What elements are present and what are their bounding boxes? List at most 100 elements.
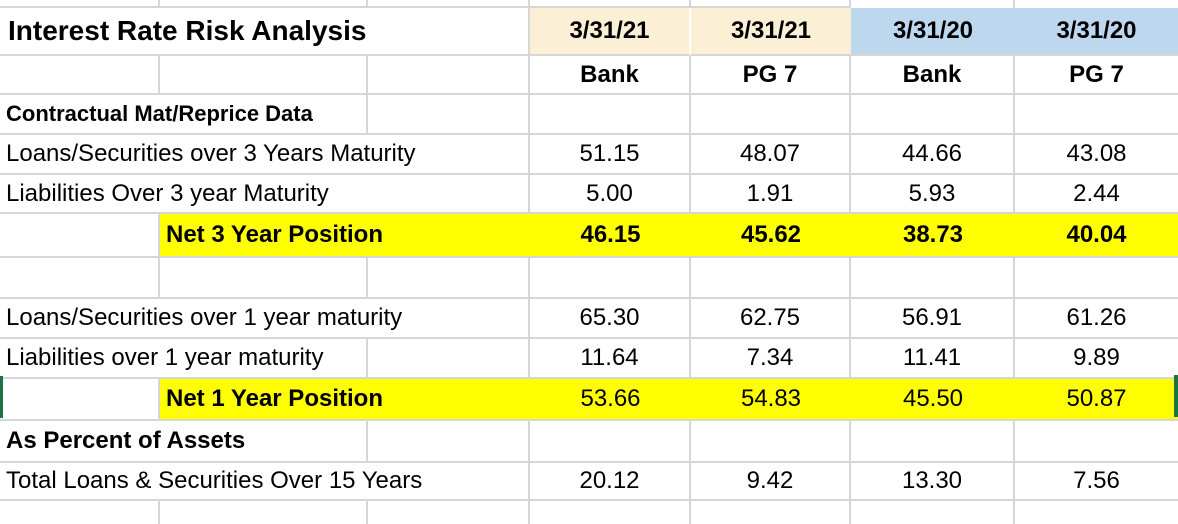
cell-date-2020-bank[interactable]: 3/31/20: [851, 8, 1015, 56]
cell-empty[interactable]: [368, 258, 530, 299]
cell-value[interactable]: 7.56: [1015, 463, 1178, 501]
cell-empty[interactable]: [851, 501, 1015, 524]
cell-net-3yr[interactable]: Net 3 Year Position 46.15 45.62 38.73 40…: [160, 214, 1178, 258]
cell-empty[interactable]: [368, 339, 530, 379]
cell-value[interactable]: 53.66: [530, 379, 691, 419]
cell-value[interactable]: 46.15: [530, 214, 691, 256]
row-label-net-1yr: Net 1 Year Position: [160, 379, 530, 419]
cell-empty[interactable]: [691, 258, 851, 299]
cell-value[interactable]: 54.83: [691, 379, 851, 419]
value: 11.41: [902, 344, 962, 371]
cell-net-1yr[interactable]: Net 1 Year Position 53.66 54.83 45.50 50…: [160, 379, 1178, 421]
cell-value[interactable]: 5.93: [851, 175, 1015, 214]
cell-value[interactable]: 11.64: [530, 339, 691, 379]
row-label: Liabilities over 1 year maturity: [6, 344, 324, 371]
cell-value[interactable]: 45.50: [851, 379, 1015, 419]
date-label: 3/31/21: [730, 17, 812, 44]
cell-section-percent-assets[interactable]: As Percent of Assets: [0, 421, 368, 463]
cell-empty[interactable]: [0, 379, 160, 421]
cell-value[interactable]: 1.91: [691, 175, 851, 214]
cell-label-total-15yr[interactable]: Total Loans & Securities Over 15 Years: [0, 463, 530, 501]
cell-empty[interactable]: [160, 501, 368, 524]
cell-empty[interactable]: [691, 0, 851, 8]
cell-empty[interactable]: [0, 258, 160, 299]
cell-value[interactable]: 38.73: [851, 214, 1015, 256]
cell-empty[interactable]: [1015, 95, 1178, 135]
cell-empty[interactable]: [851, 258, 1015, 299]
cell-empty[interactable]: [1015, 421, 1178, 463]
table-row: [0, 501, 1178, 524]
cell-value[interactable]: 51.15: [530, 135, 691, 175]
cell-section-contractual[interactable]: Contractual Mat/Reprice Data: [0, 95, 368, 135]
cell-empty[interactable]: [368, 95, 530, 135]
cell-empty[interactable]: [0, 214, 160, 258]
cell-entity-pg7-2021[interactable]: PG 7: [691, 56, 851, 95]
cell-entity-bank-2020[interactable]: Bank: [851, 56, 1015, 95]
cell-empty[interactable]: [368, 56, 530, 95]
cell-value[interactable]: 44.66: [851, 135, 1015, 175]
cell-empty[interactable]: [160, 258, 368, 299]
cell-value[interactable]: 40.04: [1015, 214, 1178, 256]
cell-value[interactable]: 65.30: [530, 299, 691, 339]
cell-value[interactable]: 50.87: [1015, 379, 1178, 419]
cell-empty[interactable]: [1015, 258, 1178, 299]
cell-empty[interactable]: [0, 0, 160, 8]
cell-label-loans-3yr[interactable]: Loans/Securities over 3 Years Maturity: [0, 135, 530, 175]
cell-value[interactable]: 43.08: [1015, 135, 1178, 175]
cell-empty[interactable]: [1015, 0, 1178, 8]
value: 44.66: [901, 140, 963, 167]
cell-empty[interactable]: [691, 501, 851, 524]
value: 5.00: [586, 179, 633, 207]
cell-date-2021-pg7[interactable]: 3/31/21: [691, 8, 851, 56]
cell-empty[interactable]: [368, 501, 530, 524]
cell-label-loans-1yr[interactable]: Loans/Securities over 1 year maturity: [0, 299, 530, 339]
cell-value[interactable]: 13.30: [851, 463, 1015, 501]
cell-value[interactable]: 9.42: [691, 463, 851, 501]
cell-label-liab-1yr[interactable]: Liabilities over 1 year maturity: [0, 339, 368, 379]
cell-date-2021-bank[interactable]: 3/31/21: [530, 8, 691, 56]
cell-empty[interactable]: [530, 421, 691, 463]
cell-value[interactable]: 48.07: [691, 135, 851, 175]
cell-empty[interactable]: [368, 0, 530, 8]
date-label: 3/31/20: [1056, 17, 1137, 44]
cell-empty[interactable]: [851, 0, 1015, 8]
cell-entity-bank-2021[interactable]: Bank: [530, 56, 691, 95]
cell-label-liab-3yr[interactable]: Liabilities Over 3 year Maturity: [0, 175, 530, 214]
cell-value[interactable]: 7.34: [691, 339, 851, 379]
cell-value[interactable]: 9.89: [1015, 339, 1178, 379]
cell-empty[interactable]: [160, 0, 368, 8]
cell-value[interactable]: 56.91: [851, 299, 1015, 339]
cell-entity-pg7-2020[interactable]: PG 7: [1015, 56, 1178, 95]
page-title-cell[interactable]: Interest Rate Risk Analysis: [0, 8, 530, 56]
cell-empty[interactable]: [530, 95, 691, 135]
value: 1.91: [746, 179, 794, 207]
value: 46.15: [580, 221, 641, 248]
cell-empty[interactable]: [530, 501, 691, 524]
cell-empty[interactable]: [160, 56, 368, 95]
cell-empty[interactable]: [530, 0, 691, 8]
cell-empty[interactable]: [691, 95, 851, 135]
cell-empty[interactable]: [530, 258, 691, 299]
cell-value[interactable]: 5.00: [530, 175, 691, 214]
cell-value[interactable]: 2.44: [1015, 175, 1178, 214]
cell-empty[interactable]: [368, 421, 530, 463]
entity-label: PG 7: [1069, 60, 1124, 88]
cell-date-2020-pg7[interactable]: 3/31/20: [1015, 8, 1178, 56]
cell-value[interactable]: 20.12: [530, 463, 691, 501]
cell-value[interactable]: 62.75: [691, 299, 851, 339]
cell-empty[interactable]: [0, 56, 160, 95]
page-title: Interest Rate Risk Analysis: [8, 15, 367, 46]
net-1yr-row: Net 1 Year Position 53.66 54.83 45.50 50…: [0, 379, 1178, 421]
cell-empty[interactable]: [0, 501, 160, 524]
cell-empty[interactable]: [1015, 501, 1178, 524]
value: 9.89: [1073, 344, 1120, 371]
value: 45.62: [740, 221, 802, 248]
header-row: Interest Rate Risk Analysis 3/31/21 3/31…: [0, 8, 1178, 56]
cell-empty[interactable]: [851, 95, 1015, 135]
cell-value[interactable]: 11.41: [851, 339, 1015, 379]
cell-value[interactable]: 45.62: [691, 214, 851, 256]
cell-empty[interactable]: [851, 421, 1015, 463]
value: 53.66: [580, 385, 641, 412]
cell-empty[interactable]: [691, 421, 851, 463]
cell-value[interactable]: 61.26: [1015, 299, 1178, 339]
